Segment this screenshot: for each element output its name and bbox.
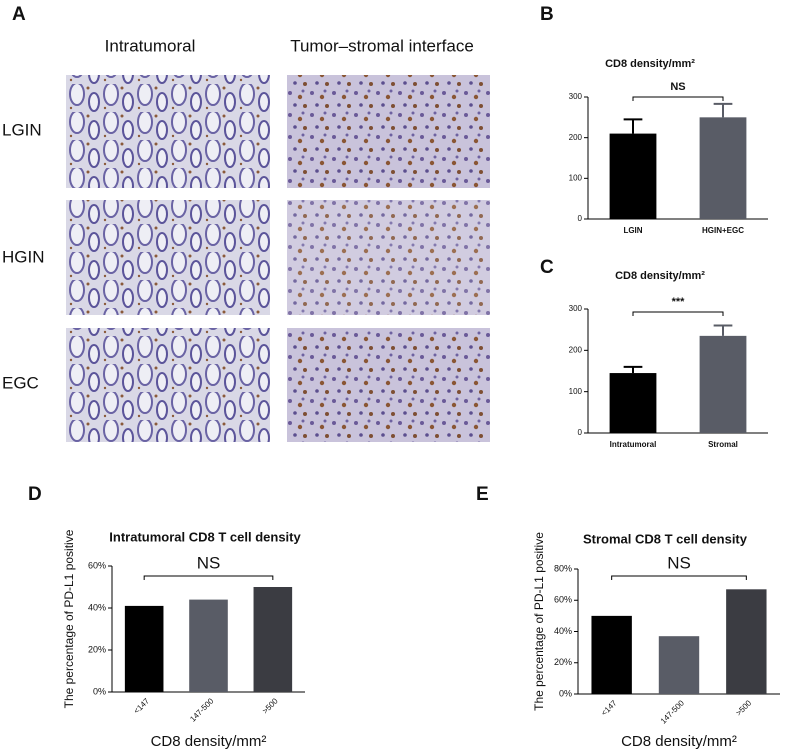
y-tick-label: 100 xyxy=(569,173,583,182)
histology-image xyxy=(66,328,270,442)
panel-label: A xyxy=(12,4,26,25)
y-tick-label: 200 xyxy=(569,133,583,142)
histology-image xyxy=(66,200,270,315)
row-label: EGC xyxy=(2,373,39,392)
y-tick-label: 200 xyxy=(569,345,583,354)
bar xyxy=(726,589,767,694)
error-bar xyxy=(713,102,733,118)
x-tick-label: HGIN+EGC xyxy=(702,226,744,235)
significance-bracket xyxy=(611,575,747,580)
x-tick-label: LGIN xyxy=(623,226,642,235)
row-label: LGIN xyxy=(2,120,42,139)
significance-bracket xyxy=(632,311,724,316)
y-tick-label: 40% xyxy=(88,602,106,612)
error-bar xyxy=(713,324,733,336)
y-tick-label: 300 xyxy=(569,304,583,313)
x-tick-label: >500 xyxy=(261,696,280,715)
panel-label: B xyxy=(540,4,554,25)
x-axis-label: CD8 density/mm² xyxy=(151,733,267,750)
y-tick-label: 0 xyxy=(578,428,583,437)
row-label: HGIN xyxy=(2,247,45,266)
chart-title: Intratumoral CD8 T cell density xyxy=(109,529,301,544)
bar xyxy=(591,615,632,694)
y-tick-label: 40% xyxy=(554,626,572,636)
bar xyxy=(658,636,700,694)
histology-image xyxy=(287,75,490,188)
histology-image xyxy=(287,200,490,315)
x-axis-label: CD8 density/mm² xyxy=(621,733,737,750)
y-tick-label: 60% xyxy=(88,560,106,570)
error-bar xyxy=(623,118,643,134)
significance-bracket xyxy=(143,575,274,580)
bar xyxy=(189,599,228,692)
bar xyxy=(124,605,164,692)
significance-bracket xyxy=(632,96,724,101)
x-tick-label: Intratumoral xyxy=(610,440,657,449)
y-tick-label: 300 xyxy=(569,92,583,101)
chart-title: Stromal CD8 T cell density xyxy=(583,531,748,546)
column-header: Intratumoral xyxy=(105,36,196,55)
x-tick-label: <147 xyxy=(599,698,618,717)
y-tick-label: 20% xyxy=(88,644,106,654)
significance-label: NS xyxy=(667,553,691,572)
column-header: Tumor–stromal interface xyxy=(290,36,474,55)
x-tick-label: Stromal xyxy=(708,440,738,449)
panel-label: E xyxy=(476,484,489,505)
y-tick-label: 0 xyxy=(578,214,583,223)
panel-a-images xyxy=(66,75,490,442)
y-tick-label: 0% xyxy=(93,686,106,696)
error-bar xyxy=(623,365,643,374)
x-tick-label: <147 xyxy=(132,696,151,715)
significance-label: NS xyxy=(197,553,221,572)
significance-label: NS xyxy=(670,81,685,93)
histology-image xyxy=(287,328,490,442)
panel-label: D xyxy=(28,484,42,505)
x-tick-label: 147-500 xyxy=(188,696,216,724)
chart-title: CD8 density/mm² xyxy=(605,58,695,70)
bar xyxy=(609,373,657,433)
y-tick-label: 80% xyxy=(554,563,572,573)
x-tick-label: >500 xyxy=(734,698,753,717)
y-tick-label: 60% xyxy=(554,595,572,605)
panel-label: C xyxy=(540,257,554,278)
bar xyxy=(609,133,657,219)
chart-title: CD8 density/mm² xyxy=(615,270,705,282)
bar xyxy=(699,117,747,219)
y-tick-label: 20% xyxy=(554,657,572,667)
y-axis-label: The percentage of PD-L1 positive xyxy=(532,532,546,711)
x-tick-label: 147-500 xyxy=(659,698,687,726)
bar xyxy=(253,587,293,692)
bar xyxy=(699,335,747,433)
y-axis-label: The percentage of PD-L1 positive xyxy=(62,529,76,708)
y-tick-label: 0% xyxy=(559,688,572,698)
y-tick-label: 100 xyxy=(569,387,583,396)
significance-label: *** xyxy=(672,296,686,308)
histology-image xyxy=(66,75,270,188)
